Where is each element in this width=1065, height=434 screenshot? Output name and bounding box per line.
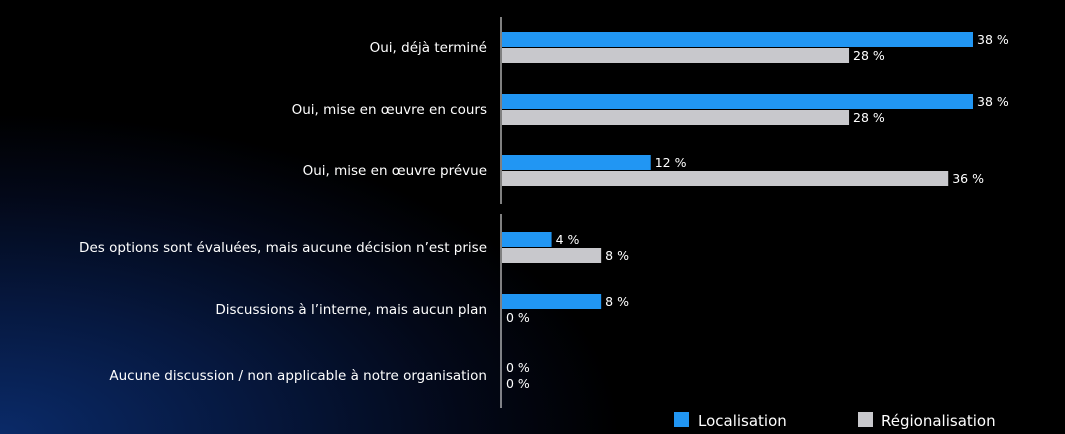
bar-regionalisation (502, 110, 850, 125)
data-label: 0 % (506, 360, 530, 375)
legend-label: Régionalisation (881, 412, 996, 430)
bar-localisation (502, 32, 973, 47)
data-label: 4 % (556, 232, 580, 247)
bar-localisation (502, 232, 552, 247)
category-label: Aucune discussion / non applicable à not… (109, 368, 487, 384)
value-labels: 38 %28 %38 %28 %12 %36 %4 %8 %8 %0 %0 %0… (506, 32, 1009, 391)
category-label: Des options sont évaluées, mais aucune d… (79, 240, 487, 256)
data-label: 0 % (506, 376, 530, 391)
data-label: 12 % (655, 155, 687, 170)
bar-localisation (502, 294, 602, 309)
data-label: 8 % (605, 248, 629, 263)
data-label: 38 % (977, 32, 1009, 47)
bar-regionalisation (502, 48, 850, 63)
legend-swatch-localisation (674, 412, 689, 427)
data-label: 8 % (605, 294, 629, 309)
data-label: 0 % (506, 310, 530, 325)
category-labels: Oui, déjà terminé Oui, mise en œuvre en c… (79, 40, 487, 384)
bars (502, 32, 973, 309)
category-label: Oui, déjà terminé (370, 40, 487, 56)
category-label: Oui, mise en œuvre prévue (303, 163, 487, 179)
category-label: Oui, mise en œuvre en cours (292, 102, 487, 118)
data-label: 28 % (853, 48, 885, 63)
bar-regionalisation (502, 248, 602, 263)
bar-localisation (502, 94, 973, 109)
category-label: Discussions à l’interne, mais aucun plan (215, 302, 487, 318)
legend-swatch-regionalisation (858, 412, 873, 427)
legend: Localisation Régionalisation (674, 412, 996, 430)
data-label: 36 % (952, 171, 984, 186)
data-label: 28 % (853, 110, 885, 125)
bar-regionalisation (502, 171, 949, 186)
bar-localisation (502, 155, 651, 170)
legend-label: Localisation (698, 412, 787, 430)
data-label: 38 % (977, 94, 1009, 109)
